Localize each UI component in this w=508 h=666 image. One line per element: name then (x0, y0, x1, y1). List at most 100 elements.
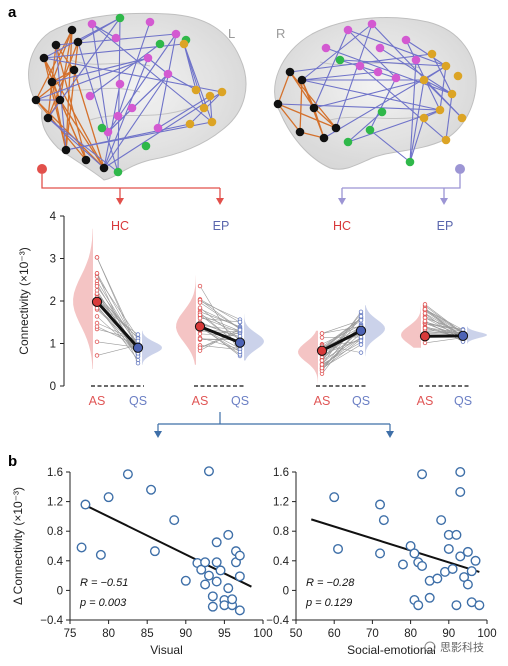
scatter-visual-x-tick-label: 75 (64, 628, 77, 640)
violin-as-dot (197, 283, 203, 289)
violin-pair-line (96, 316, 139, 354)
violin-qs-dot (358, 309, 364, 315)
scatter-visual-x-tick-label: 95 (218, 628, 231, 640)
right-brain-edge-blue-19 (405, 39, 441, 111)
scatter-social-point (436, 515, 447, 526)
scatter-visual-point (234, 605, 245, 616)
scatter-visual-point (215, 565, 226, 576)
right-brain-edge-blue-23 (423, 79, 453, 95)
right-branch-diagram (338, 164, 465, 205)
left-brain-node-32 (217, 87, 227, 97)
right-brain-node-19 (405, 157, 415, 167)
hemisphere-label-left: L (228, 26, 235, 41)
violin-as-dot (197, 331, 203, 337)
left-brain-edge-blue-33 (209, 95, 213, 123)
left-brain-node-3 (47, 77, 57, 87)
scatter-social-x-axis-label: Social-emotional (347, 643, 436, 657)
left-brain-edge-orange-20 (59, 99, 105, 169)
left-brain-node-36 (185, 119, 195, 129)
scatter-visual-x-tick-label: 80 (102, 628, 115, 640)
violin-pair-line (199, 329, 241, 349)
left-brain-node-13 (111, 33, 121, 43)
left-brain-edge-blue-16 (65, 123, 191, 151)
violin-x-label-as: AS (89, 394, 106, 408)
right-brain-node-10 (375, 43, 385, 53)
violin-x-label-as: AS (192, 394, 209, 408)
violin-qs-dot (358, 338, 364, 343)
scatter-social-point (378, 515, 389, 526)
scatter-social-y-tick-label: 1.2 (273, 497, 289, 509)
violin-as-dot (319, 358, 325, 363)
scatter-visual-point (95, 549, 106, 560)
left-brain-node-19 (127, 103, 137, 113)
scatter-visual-point (223, 529, 234, 540)
right-brain-node-0 (285, 67, 295, 77)
scatter-visual-point (207, 591, 218, 602)
violin-y-tick-label: 3 (50, 254, 56, 266)
scatter-visual-point (149, 546, 160, 557)
right-brain-node-12 (373, 67, 383, 77)
right-brain-edge-blue-21 (347, 111, 383, 143)
violin-qs-dot (135, 338, 141, 344)
left-brain-node-35 (207, 117, 217, 127)
left-brain-node-5 (43, 113, 53, 123)
scatter-visual-point (203, 466, 214, 477)
violin-pair-line (199, 327, 241, 353)
panel-link-line (157, 412, 391, 433)
right-brain-node-6 (319, 133, 329, 143)
right-brain-edge-blue-24 (409, 59, 417, 163)
left-brain-edge-blue-4 (157, 33, 177, 129)
right-brain-edge-blue-14 (405, 39, 447, 67)
left-brain-node-17 (115, 79, 125, 89)
violin-as-dot (319, 362, 325, 367)
right-brain-node-22 (441, 61, 451, 71)
left-brain-node-24 (115, 13, 125, 23)
scatter-visual-x-tick-label: 90 (179, 628, 192, 640)
left-brain-edge-blue-9 (107, 73, 169, 133)
right-brain (273, 17, 477, 170)
group-label-hc-1: HC (111, 219, 129, 233)
violin-x-label-qs: QS (352, 394, 370, 408)
left-brain-node-0 (67, 25, 77, 35)
violin-qs-dot (135, 332, 141, 337)
right-brain-node-16 (335, 55, 345, 65)
right-brain-edge-orange-2 (277, 103, 301, 133)
left-brain-node-22 (113, 111, 123, 121)
violin-as-dot (422, 307, 428, 312)
violin-pair-line (321, 311, 362, 365)
left-brain-node-12 (87, 19, 97, 29)
right-brain-edge-blue-27 (439, 65, 447, 111)
right-brain-edge-blue-1 (313, 29, 349, 109)
left-brain-node-30 (191, 85, 201, 95)
violin-mean-as-3 (419, 331, 431, 342)
left-brain-node-16 (143, 53, 153, 63)
left-brain-node-27 (141, 141, 151, 151)
violin-y-tick-label: 2 (50, 296, 56, 308)
left-brain-edge-blue-27 (51, 57, 149, 83)
scatter-social-point (329, 492, 340, 503)
right-brain-edge-blue-3 (335, 23, 373, 129)
left-brain-node-18 (163, 69, 173, 79)
violin-x-label-as: AS (314, 394, 331, 408)
violin-qs-0 (142, 330, 162, 365)
right-brain-node-11 (401, 35, 411, 45)
scatter-visual-point (103, 492, 114, 503)
violin-qs-dot (358, 350, 364, 355)
violin-mean-line-1 (199, 325, 241, 345)
left-brain-node-1 (51, 40, 61, 50)
purple-arrowhead-left (338, 198, 346, 205)
red-arrowhead-right (216, 198, 224, 205)
scatter-social-x-tick-label: 90 (442, 628, 455, 640)
scatter-visual-y-tick-label: −0.4 (40, 615, 63, 627)
left-brain-node-33 (199, 103, 209, 113)
violin-qs-3 (467, 326, 487, 344)
left-brain-edge-blue-30 (91, 23, 213, 123)
violin-pair-line (96, 280, 139, 348)
right-brain-edge-blue-18 (409, 79, 425, 163)
left-brain (28, 12, 247, 181)
scatter-social-y-tick-label: 1.6 (273, 467, 289, 479)
right-brain-node-5 (331, 123, 341, 133)
violin-pair-line (96, 273, 139, 348)
right-brain-node-7 (321, 43, 331, 53)
violin-as-dot (94, 255, 100, 260)
